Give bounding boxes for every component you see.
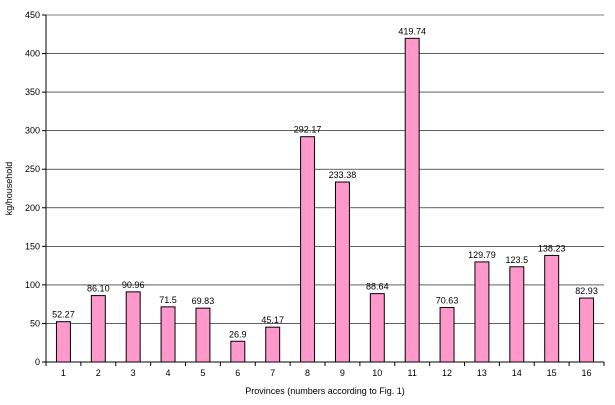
x-tick-label: 11: [408, 368, 417, 378]
x-tick-label: 13: [477, 368, 487, 378]
data-label: 52.27: [52, 310, 75, 320]
bar: [55, 321, 71, 363]
x-axis-title: Provinces (numbers according to Fig. 1): [245, 386, 405, 396]
data-labels: 52.27 86.10 90.96 71.5 69.83 26.9 45.17 292.17 2…: [52, 26, 598, 339]
bar: [474, 261, 490, 363]
x-tick-label: 8: [305, 368, 310, 378]
bar: [544, 254, 560, 363]
grid-lines: [46, 14, 604, 324]
bar: [369, 293, 385, 363]
y-tick-label: 400: [25, 49, 40, 59]
data-label: 419.74: [398, 26, 426, 36]
bar: [509, 266, 525, 363]
data-label: 71.5: [159, 295, 177, 305]
y-axis-title: kg/household: [4, 162, 14, 216]
y-tick-label: 350: [25, 87, 40, 97]
bar: [300, 136, 316, 363]
x-tick-label: 16: [582, 368, 592, 378]
y-tick-label: 0: [35, 357, 40, 367]
bar: [90, 295, 106, 363]
y-tick-label: 250: [25, 164, 40, 174]
x-tick-label: 12: [442, 368, 452, 378]
y-tick-labels: 0 50 100 150 200 250 300 350 400 450: [25, 10, 46, 367]
x-tick-label: 6: [235, 368, 240, 378]
bars: [55, 37, 595, 363]
data-label: 292.17: [294, 125, 322, 135]
bar: [334, 181, 350, 363]
data-label: 82.93: [575, 286, 598, 296]
bar: [160, 306, 176, 363]
x-tick-label: 14: [512, 368, 522, 378]
x-tick-label: 2: [96, 368, 101, 378]
data-label: 129.79: [468, 250, 496, 260]
data-label: 26.9: [229, 329, 247, 339]
x-tick-label: 1: [61, 368, 66, 378]
y-tick-label: 150: [25, 241, 40, 251]
x-tick-label: 3: [131, 368, 136, 378]
x-tick-label: 10: [372, 368, 382, 378]
x-tick-label: 15: [547, 368, 557, 378]
x-tick-label: 4: [166, 368, 171, 378]
data-label: 233.38: [329, 170, 357, 180]
data-label: 70.63: [436, 296, 459, 306]
data-label: 69.83: [192, 296, 215, 306]
x-tick-label: 5: [200, 368, 205, 378]
bar: [195, 307, 211, 363]
y-tick-label: 300: [25, 126, 40, 136]
bar: [404, 37, 420, 363]
x-tick-label: 7: [270, 368, 275, 378]
data-label: 45.17: [261, 315, 284, 325]
y-tick-label: 450: [25, 10, 40, 20]
x-tick-label: 9: [340, 368, 345, 378]
bar: [230, 340, 246, 363]
x-tick-labels: 1 2 3 4 5 6 7 8 9 10 11 12 13 14 15 16: [45, 362, 605, 378]
bar: [125, 291, 141, 363]
y-tick-label: 50: [30, 318, 40, 328]
bar: [439, 307, 455, 363]
data-label: 123.5: [506, 255, 529, 265]
data-label: 90.96: [122, 280, 145, 290]
bar: [579, 297, 595, 363]
bar: [265, 326, 281, 363]
data-label: 138.23: [538, 243, 566, 253]
data-label: 86.10: [87, 284, 110, 294]
y-tick-label: 100: [25, 280, 40, 290]
y-tick-label: 200: [25, 203, 40, 213]
data-label: 88.64: [366, 282, 389, 292]
